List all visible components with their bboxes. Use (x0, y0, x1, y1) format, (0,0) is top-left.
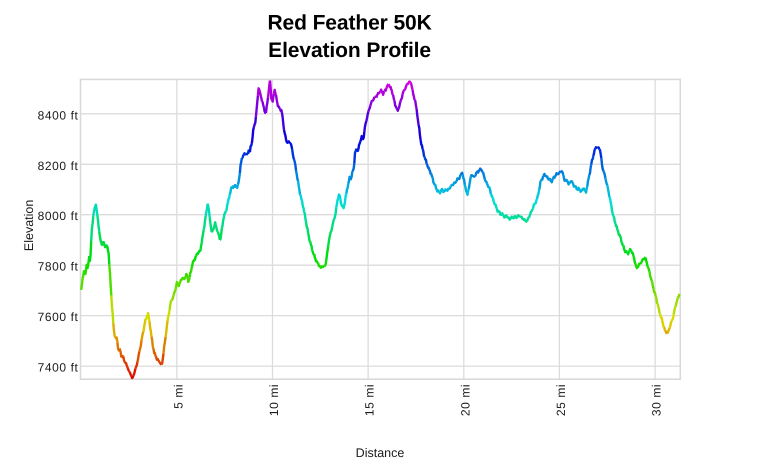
svg-text:Elevation: Elevation (22, 200, 36, 251)
svg-text:10 mi: 10 mi (267, 384, 281, 416)
svg-text:7400 ft: 7400 ft (38, 361, 79, 375)
svg-text:8200 ft: 8200 ft (38, 159, 79, 173)
svg-text:8400 ft: 8400 ft (38, 108, 79, 122)
svg-text:30 mi: 30 mi (650, 384, 664, 416)
svg-text:8000 ft: 8000 ft (38, 209, 79, 223)
svg-text:25 mi: 25 mi (554, 384, 568, 416)
svg-text:Red Feather 50K: Red Feather 50K (267, 11, 431, 34)
svg-text:7800 ft: 7800 ft (38, 260, 79, 274)
svg-text:20 mi: 20 mi (458, 384, 472, 416)
svg-text:15 mi: 15 mi (363, 384, 377, 416)
svg-text:Distance: Distance (356, 446, 405, 460)
svg-text:5 mi: 5 mi (171, 384, 185, 409)
svg-text:7600 ft: 7600 ft (38, 310, 79, 324)
svg-text:Elevation Profile: Elevation Profile (268, 39, 431, 62)
